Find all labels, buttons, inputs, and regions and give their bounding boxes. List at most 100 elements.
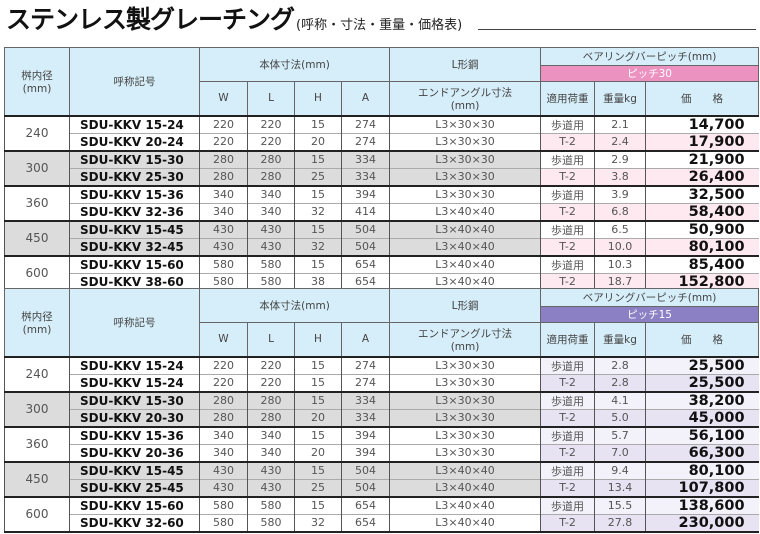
length-cell: 280 <box>247 408 295 427</box>
load-cell: T-2 <box>540 373 595 392</box>
table-row: 300 SDU-KKV 15-30 280 280 15 334 L3×30×30 歩道用 4.… <box>4 390 759 428</box>
price-cell: 21,900 <box>645 149 759 168</box>
load-cell: 歩道用 <box>540 114 595 133</box>
width-cell: 580 <box>199 272 248 292</box>
price-cell: 66,300 <box>645 443 759 462</box>
a-dim-cell: 504 <box>340 478 390 497</box>
header-A: A <box>340 81 391 116</box>
height-cell: 15 <box>294 114 342 133</box>
load-cell: 歩道用 <box>540 149 595 168</box>
a-dim-cell: 334 <box>340 408 390 427</box>
header-load: 適用荷重 <box>540 81 596 116</box>
header-angle: L形鋼 <box>389 47 542 82</box>
width-cell: 220 <box>199 114 248 133</box>
height-cell: 20 <box>294 443 342 462</box>
header-model: 呼称記号 <box>69 47 200 116</box>
height-cell: 20 <box>294 132 342 151</box>
width-cell: 580 <box>199 254 248 273</box>
table-row: 240 SDU-KKV 15-24 220 220 15 274 L3×30×30 歩道用 2.… <box>4 355 759 393</box>
header-bearing-pitch: ベアリングバーピッチ(mm) <box>540 288 760 307</box>
load-cell: T-2 <box>540 132 595 151</box>
height-cell: 15 <box>294 390 342 409</box>
header-diameter: 桝内径 (mm) <box>4 47 70 116</box>
load-cell: T-2 <box>540 202 595 221</box>
price-cell: 45,000 <box>645 408 759 427</box>
load-cell: T-2 <box>540 237 595 256</box>
load-cell: T-2 <box>540 513 595 533</box>
width-cell: 280 <box>199 390 248 409</box>
diameter-cell: 450 <box>4 219 70 257</box>
end-angle-cell: L3×30×30 <box>389 132 541 151</box>
end-angle-cell: L3×40×40 <box>389 460 541 479</box>
a-dim-cell: 414 <box>340 202 390 221</box>
width-cell: 340 <box>199 202 248 221</box>
weight-cell: 15.5 <box>594 495 646 514</box>
height-cell: 15 <box>294 219 342 238</box>
diameter-cell: 360 <box>4 184 70 222</box>
end-angle-cell: L3×30×30 <box>389 408 541 427</box>
load-cell: T-2 <box>540 167 595 186</box>
height-cell: 15 <box>294 495 342 514</box>
header-end-angle: エンドアングル寸法 (mm) <box>389 322 542 357</box>
weight-cell: 3.8 <box>594 167 646 186</box>
header-body-dims: 本体寸法(mm) <box>198 47 391 82</box>
model-cell: SDU-KKV 15-45 <box>69 460 200 479</box>
header-price: 価 格 <box>645 81 760 116</box>
height-cell: 25 <box>294 167 342 186</box>
model-cell: SDU-KKV 20-36 <box>69 443 200 462</box>
table-row: 360 SDU-KKV 15-36 340 340 15 394 L3×30×30 歩道用 3.… <box>4 184 759 222</box>
end-angle-cell: L3×30×30 <box>389 443 541 462</box>
length-cell: 430 <box>247 460 295 479</box>
a-dim-cell: 334 <box>340 167 390 186</box>
title-rule <box>478 29 756 30</box>
length-cell: 430 <box>247 237 295 256</box>
length-cell: 430 <box>247 478 295 497</box>
a-dim-cell: 334 <box>340 149 390 168</box>
load-cell: 歩道用 <box>540 390 595 409</box>
length-cell: 580 <box>247 513 295 533</box>
length-cell: 220 <box>247 114 295 133</box>
model-cell: SDU-KKV 32-45 <box>69 237 200 256</box>
table-row: SDU-KKV 20-36 340 340 20 394 L3×30×30 T-2 7.0 66… <box>5 443 759 462</box>
length-cell: 430 <box>247 219 295 238</box>
a-dim-cell: 394 <box>340 184 390 203</box>
diameter-cell: 600 <box>4 495 70 533</box>
price-cell: 80,100 <box>645 237 759 256</box>
header-pitch: ピッチ30 <box>540 65 760 82</box>
a-dim-cell: 274 <box>340 355 390 374</box>
height-cell: 15 <box>294 254 342 273</box>
header-weight: 重量kg <box>594 322 647 357</box>
a-dim-cell: 394 <box>340 425 390 444</box>
end-angle-cell: L3×30×30 <box>389 114 541 133</box>
length-cell: 340 <box>247 184 295 203</box>
table-row: 450 SDU-KKV 15-45 430 430 15 504 L3×40×40 歩道用 6.… <box>4 219 759 257</box>
load-cell: 歩道用 <box>540 184 595 203</box>
table-row: 360 SDU-KKV 15-36 340 340 15 394 L3×30×30 歩道用 5.… <box>4 425 759 463</box>
header-body-dims: 本体寸法(mm) <box>198 288 391 323</box>
width-cell: 280 <box>199 408 248 427</box>
table-row: 600 SDU-KKV 15-60 580 580 15 654 L3×40×40 歩道用 15… <box>4 495 759 533</box>
table-row: 240 SDU-KKV 15-24 220 220 15 274 L3×30×30 歩道用 2.… <box>4 114 759 152</box>
end-angle-cell: L3×40×40 <box>389 254 541 273</box>
model-cell: SDU-KKV 20-30 <box>69 408 200 427</box>
end-angle-cell: L3×30×30 <box>389 390 541 409</box>
load-cell: T-2 <box>540 478 595 497</box>
model-cell: SDU-KKV 15-36 <box>69 425 200 444</box>
weight-cell: 6.8 <box>594 202 646 221</box>
length-cell: 340 <box>247 202 295 221</box>
length-cell: 220 <box>247 355 295 374</box>
length-cell: 340 <box>247 425 295 444</box>
pitch15-table: 桝内径 (mm) 呼称記号 本体寸法(mm) L形鋼 ベアリングバーピッチ(mm) ピッチ… <box>4 288 760 533</box>
weight-cell: 9.4 <box>594 460 646 479</box>
end-angle-cell: L3×30×30 <box>389 149 541 168</box>
price-cell: 56,100 <box>645 425 759 444</box>
model-cell: SDU-KKV 25-30 <box>69 167 200 186</box>
header-price: 価 格 <box>645 322 760 357</box>
length-cell: 580 <box>247 254 295 273</box>
header-A: A <box>340 322 391 357</box>
width-cell: 280 <box>199 149 248 168</box>
end-angle-cell: L3×30×30 <box>389 184 541 203</box>
price-cell: 58,400 <box>645 202 759 221</box>
height-cell: 15 <box>294 460 342 479</box>
length-cell: 220 <box>247 373 295 392</box>
